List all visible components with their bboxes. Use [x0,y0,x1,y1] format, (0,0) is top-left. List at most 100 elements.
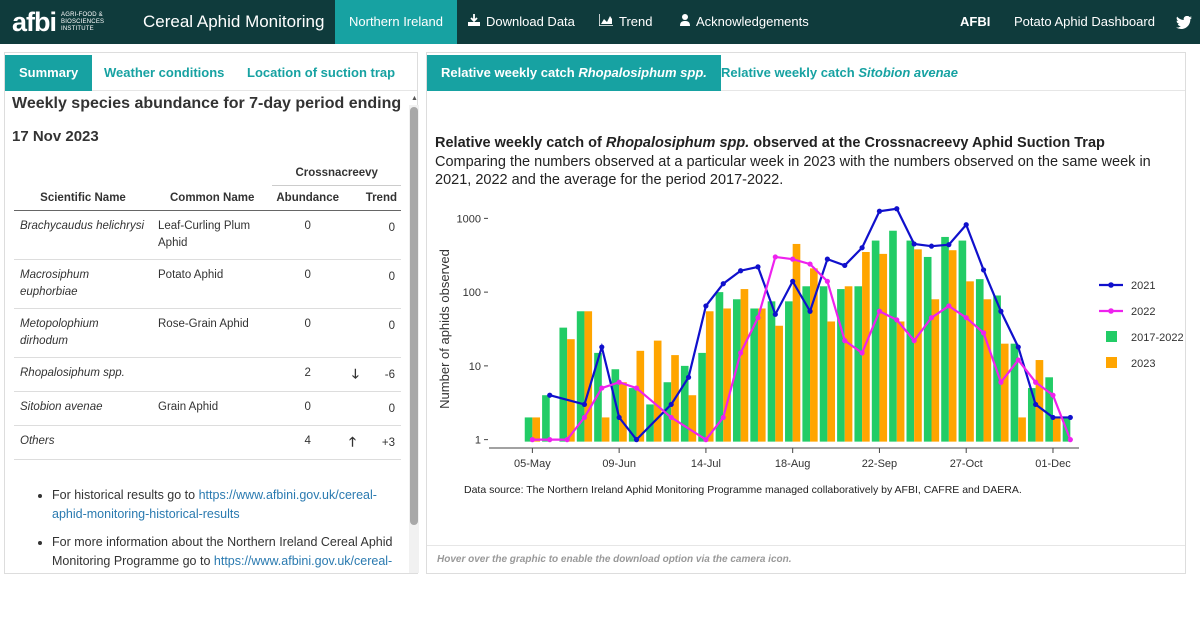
bar-2023 [827,321,836,442]
aphid-catch-chart[interactable]: 1 10 100 1000 Number of aphids observed 05-Ma… [427,203,1185,503]
tab-rhopalosiphum[interactable]: Relative weekly catch Rhopalosiphum spp. [427,55,721,91]
nav-acknowledgements[interactable]: Acknowledgements [680,0,809,44]
bar-2023 [1018,417,1026,442]
nav-download-label: Download Data [486,14,575,29]
point-2021 [1050,414,1056,421]
bar-2023 [810,268,818,442]
note-text: For historical results go to [52,488,199,502]
bar-2023 [601,417,610,442]
bar-2017-2022 [767,301,776,442]
point-2021 [946,242,952,248]
table-row: Sitobion avenae Grain Aphid 0 0 [14,391,401,426]
left-tabbar: Summary Weather conditions Location of s… [5,53,417,91]
nav-download-data[interactable]: Download Data [468,0,575,44]
cell-common-name: Rose-Grain Aphid [152,308,273,358]
bar-2017-2022 [576,311,585,442]
bar-2017-2022 [802,286,811,442]
col-common-name[interactable]: Common Name [152,185,273,211]
col-abundance[interactable]: Abundance [272,185,343,211]
bar-2023 [688,395,697,442]
bar-2023 [862,251,870,442]
arrow-up-icon: 🡑 [349,434,356,449]
bar-2017-2022 [941,236,949,442]
nav-afbi-link[interactable]: AFBI [960,0,990,44]
point-2021 [842,262,848,269]
historical-results-link[interactable]: https://www.afbini.gov.uk/cereal-aphid-m… [52,488,377,521]
app-title: Cereal Aphid Monitoring [143,12,325,31]
download-icon [468,0,480,44]
bar-2017-2022 [1027,388,1036,442]
point-2022 [599,385,605,391]
col-scientific-name[interactable]: Scientific Name [14,185,152,211]
nav-trend[interactable]: Trend [598,0,652,44]
summary-heading: Weekly species abundance for 7-day perio… [12,95,402,112]
bar-2023 [966,281,974,442]
point-2022 [529,437,535,443]
x-tick-label: 22-Sep [862,458,897,470]
vertical-scrollbar[interactable]: ▲ [409,95,419,573]
point-2021 [807,308,813,314]
table-header-row: Scientific Name Common Name Abundance Tr… [14,185,401,211]
point-2022 [807,261,813,267]
point-2022 [616,379,622,385]
tab-location-suction-trap[interactable]: Location of suction trap [247,65,396,80]
point-2021 [668,401,674,408]
point-2021 [859,245,865,251]
point-2022 [633,385,640,391]
bar-2023 [1000,343,1009,442]
bar-2017-2022 [958,240,967,442]
bar-2023 [1052,417,1061,442]
afbi-logo[interactable]: afbi AGRI-FOOD & BIOSCIENCES INSTITUTE [12,5,121,39]
nav-northern-ireland[interactable]: Northern Ireland [335,0,457,44]
bar-2017-2022 [975,279,984,442]
chart-footer: Hover over the graphic to enable the dow… [427,545,1185,574]
bar-2017-2022 [819,286,828,442]
bar-2017-2022 [542,395,550,442]
summary-scroll-area[interactable]: Weekly species abundance for 7-day perio… [5,92,407,574]
tab-weather-conditions[interactable]: Weather conditions [104,65,225,80]
bar-2017-2022 [750,308,758,442]
point-2022 [703,437,709,443]
trend-value: 0 [388,271,395,283]
legend-swatch-2017-2022 [1106,331,1117,342]
point-2022 [668,414,674,421]
point-2021 [824,256,830,262]
cell-trend: 0 [343,391,401,426]
download-hint: Hover over the graphic to enable the dow… [437,554,792,565]
tab-sitobion[interactable]: Relative weekly catch Sitobion avenae [707,55,972,91]
info-notes-list: For historical results go to https://www… [52,486,407,571]
twitter-icon[interactable] [1176,0,1192,44]
tab-summary[interactable]: Summary [5,55,93,91]
point-2022 [980,330,987,336]
bar-2017-2022 [785,301,793,442]
trend-value: 0 [388,320,395,332]
point-2022 [1033,379,1039,385]
point-2021 [755,264,761,270]
col-trend[interactable]: Trend [343,185,401,211]
species-abundance-table: Crossnacreevy Scientific Name Common Nam… [14,161,401,460]
bar-2023 [792,243,801,442]
tab-rhop-species: Rhopalosiphum spp. [578,65,707,80]
top-navbar: afbi AGRI-FOOD & BIOSCIENCES INSTITUTE C… [0,0,1200,44]
point-2022 [928,315,935,321]
bar-2017-2022 [663,382,672,442]
point-2021 [1067,414,1073,421]
bar-2017-2022 [1010,343,1019,442]
y-tick-label: 100 [463,287,481,299]
scrollbar-thumb[interactable] [410,107,418,525]
bar-2023 [896,321,905,442]
programme-info-link[interactable]: https://www.afbini.gov.uk/cereal- [213,554,393,568]
point-2022 [1015,357,1021,363]
nav-potato-dashboard-link[interactable]: Potato Aphid Dashboard [1014,0,1155,44]
arrow-down-icon: 🡓 [352,366,359,381]
point-2022 [911,338,917,344]
cell-abundance: 0 [272,391,343,426]
bar-2017-2022 [854,286,863,442]
nav-potato-label: Potato Aphid Dashboard [1014,14,1155,29]
nav-acknowledgements-label: Acknowledgements [696,14,809,29]
bar-2017-2022 [837,289,845,442]
scroll-up-icon[interactable]: ▲ [411,95,418,102]
legend-label-2022: 2022 [1131,306,1155,318]
chart-title-suffix: observed at the Crossnacreevy Aphid Suct… [749,135,1105,151]
point-2021 [998,308,1004,314]
